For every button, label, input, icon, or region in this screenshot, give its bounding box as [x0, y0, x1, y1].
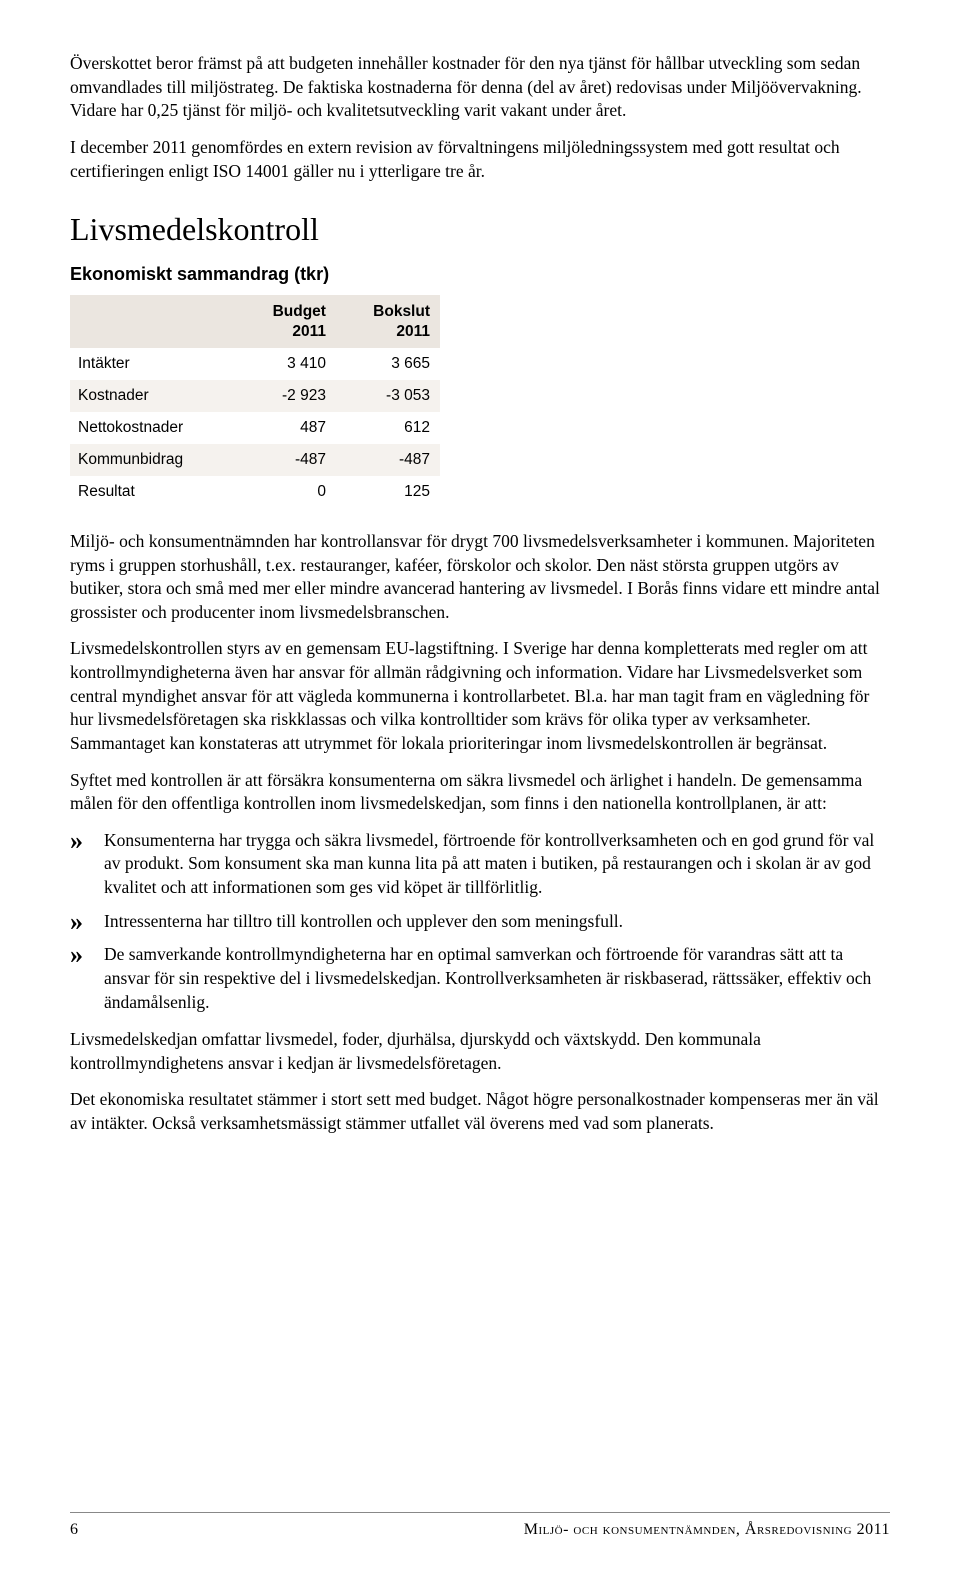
body-paragraph-4: Livsmedelskedjan omfattar livsmedel, fod…: [70, 1028, 890, 1075]
table-cell-label: Intäkter: [70, 348, 237, 380]
list-item: Intressenterna har tilltro till kontroll…: [70, 910, 890, 934]
page-content: Överskottet beror främst på att budgeten…: [70, 52, 890, 1136]
table-cell-label: Kostnader: [70, 380, 237, 412]
table-cell-value: 3 410: [237, 348, 336, 380]
bullet-list: Konsumenterna har trygga och säkra livsm…: [70, 829, 890, 1014]
list-item: Konsumenterna har trygga och säkra livsm…: [70, 829, 890, 900]
table-cell-value: -487: [237, 444, 336, 476]
table-row: Intäkter 3 410 3 665: [70, 348, 440, 380]
table-cell-label: Nettokostnader: [70, 412, 237, 444]
table-cell-value: 612: [336, 412, 440, 444]
table-header-empty: [70, 295, 237, 348]
table-cell-value: 125: [336, 476, 440, 508]
financial-table: Budget2011 Bokslut2011 Intäkter 3 410 3 …: [70, 295, 440, 508]
page-footer: 6 Miljö- och konsumentnämnden, Årsredovi…: [70, 1512, 890, 1539]
table-cell-value: 3 665: [336, 348, 440, 380]
table-cell-value: 0: [237, 476, 336, 508]
intro-paragraph-2: I december 2011 genomfördes en extern re…: [70, 136, 890, 183]
table-cell-label: Kommunbidrag: [70, 444, 237, 476]
table-header-budget: Budget2011: [237, 295, 336, 348]
table-row: Nettokostnader 487 612: [70, 412, 440, 444]
table-cell-value: -487: [336, 444, 440, 476]
body-paragraph-3: Syftet med kontrollen är att försäkra ko…: [70, 769, 890, 816]
body-paragraph-2: Livsmedelskontrollen styrs av en gemensa…: [70, 637, 890, 755]
footer-title: Miljö- och konsumentnämnden, Årsredovisn…: [524, 1521, 890, 1539]
list-item: De samverkande kontrollmyndigheterna har…: [70, 943, 890, 1014]
table-cell-value: 487: [237, 412, 336, 444]
table-row: Resultat 0 125: [70, 476, 440, 508]
table-row: Kostnader -2 923 -3 053: [70, 380, 440, 412]
table-cell-label: Resultat: [70, 476, 237, 508]
table-cell-value: -2 923: [237, 380, 336, 412]
intro-paragraph-1: Överskottet beror främst på att budgeten…: [70, 52, 890, 123]
table-row: Kommunbidrag -487 -487: [70, 444, 440, 476]
section-heading: Livsmedelskontroll: [70, 211, 890, 248]
table-header-bokslut: Bokslut2011: [336, 295, 440, 348]
table-heading: Ekonomiskt sammandrag (tkr): [70, 264, 890, 285]
page-number: 6: [70, 1521, 78, 1539]
table-cell-value: -3 053: [336, 380, 440, 412]
body-paragraph-1: Miljö- och konsumentnämnden har kontroll…: [70, 530, 890, 625]
body-paragraph-5: Det ekonomiska resultatet stämmer i stor…: [70, 1088, 890, 1135]
